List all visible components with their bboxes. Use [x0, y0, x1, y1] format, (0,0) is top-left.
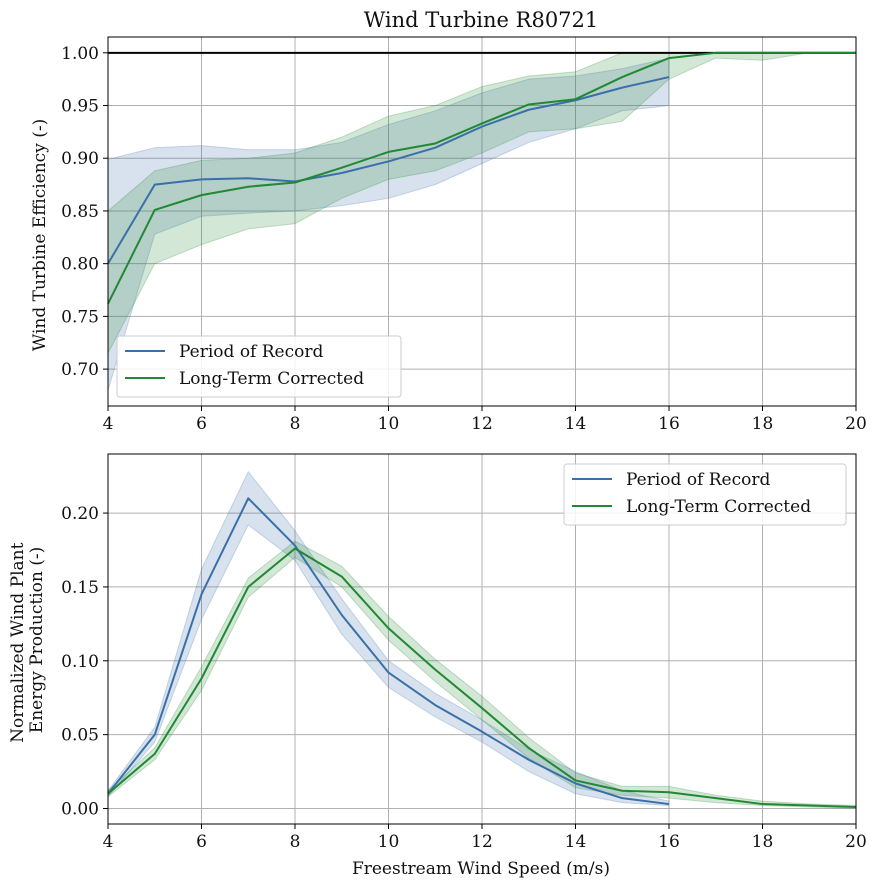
efficiency-chart-title: Wind Turbine R80721 — [364, 8, 599, 32]
energy-x-tick-label: 8 — [290, 832, 301, 852]
efficiency-x-tick-label: 6 — [196, 414, 207, 434]
efficiency-x-tick-label: 16 — [658, 414, 680, 434]
efficiency-y-axis-label: Wind Turbine Efficiency (-) — [30, 119, 50, 351]
efficiency-y-tick-label: 0.80 — [61, 255, 99, 275]
efficiency-series-0-line — [107, 76, 670, 265]
efficiency-x-tick-label: 12 — [471, 414, 493, 434]
efficiency-series-1-line — [107, 51, 856, 305]
energy-series-0-line — [107, 497, 670, 806]
energy-y-tick-label: 0.15 — [61, 578, 99, 598]
efficiency-x-tick-label: 4 — [103, 414, 114, 434]
energy-x-tick-label: 4 — [103, 832, 114, 852]
energy-y-axis-label: Normalized Wind Plant Energy Production … — [8, 537, 47, 743]
energy-x-axis-label: Freestream Wind Speed (m/s) — [352, 859, 610, 879]
efficiency-y-tick-label: 0.85 — [61, 202, 99, 222]
efficiency-y-tick-label: 0.95 — [61, 97, 99, 117]
energy-legend-box — [563, 463, 847, 526]
energy-y-tick-label: 0.20 — [61, 504, 99, 524]
energy-series-1-line — [107, 547, 857, 809]
energy-chart: 4 6 8 10 12 14 16 18 20 0.00 0.05 0.10 0.15 0.20 Norm… — [8, 453, 867, 879]
efficiency-series-0-confidence-band — [107, 57, 670, 391]
efficiency-x-tick-label: 10 — [378, 414, 400, 434]
energy-legend: Period of Record Long-Term Corrected — [563, 463, 847, 526]
efficiency-x-tick-label: 18 — [752, 414, 774, 434]
energy-legend-label-0: Period of Record — [626, 470, 770, 490]
energy-x-tick-label: 12 — [471, 832, 493, 852]
efficiency-y-tick-label: 0.75 — [61, 307, 99, 327]
efficiency-x-tick-label: 20 — [845, 414, 867, 434]
energy-y-tick-label: 0.05 — [61, 726, 99, 746]
efficiency-y-tick-label: 1.00 — [61, 44, 99, 64]
efficiency-legend: Period of Record Long-Term Corrected — [116, 335, 402, 398]
efficiency-y-tick-label: 0.70 — [61, 360, 99, 380]
efficiency-plot-area: 4 6 8 10 12 14 16 18 20 0.70 0.75 0.80 0.85 0.90 0.95 1… — [61, 36, 867, 434]
energy-y-tick-label: 0.10 — [61, 652, 99, 672]
energy-y-tick-label: 0.00 — [61, 799, 99, 819]
efficiency-legend-label-0: Period of Record — [179, 342, 323, 362]
energy-y-axis-label-line-2: Energy Production (-) — [27, 547, 47, 733]
energy-legend-label-1: Long-Term Corrected — [626, 497, 811, 517]
efficiency-x-tick-label: 14 — [565, 414, 587, 434]
energy-x-tick-label: 18 — [752, 832, 774, 852]
efficiency-x-tick-label: 8 — [290, 414, 301, 434]
energy-x-tick-label: 6 — [196, 832, 207, 852]
energy-x-tick-label: 14 — [565, 832, 587, 852]
efficiency-legend-label-1: Long-Term Corrected — [179, 369, 364, 389]
energy-y-axis-label-line-1: Normalized Wind Plant — [8, 542, 28, 742]
energy-series-0-confidence-band — [107, 470, 670, 807]
energy-x-tick-label: 10 — [378, 832, 400, 852]
efficiency-chart: Wind Turbine R80721 4 6 8 10 12 14 16 18 20 0.70 0… — [30, 8, 867, 434]
energy-x-tick-label: 20 — [845, 832, 867, 852]
efficiency-legend-box — [116, 335, 402, 398]
efficiency-y-tick-label: 0.90 — [61, 149, 99, 169]
energy-x-tick-label: 16 — [658, 832, 680, 852]
